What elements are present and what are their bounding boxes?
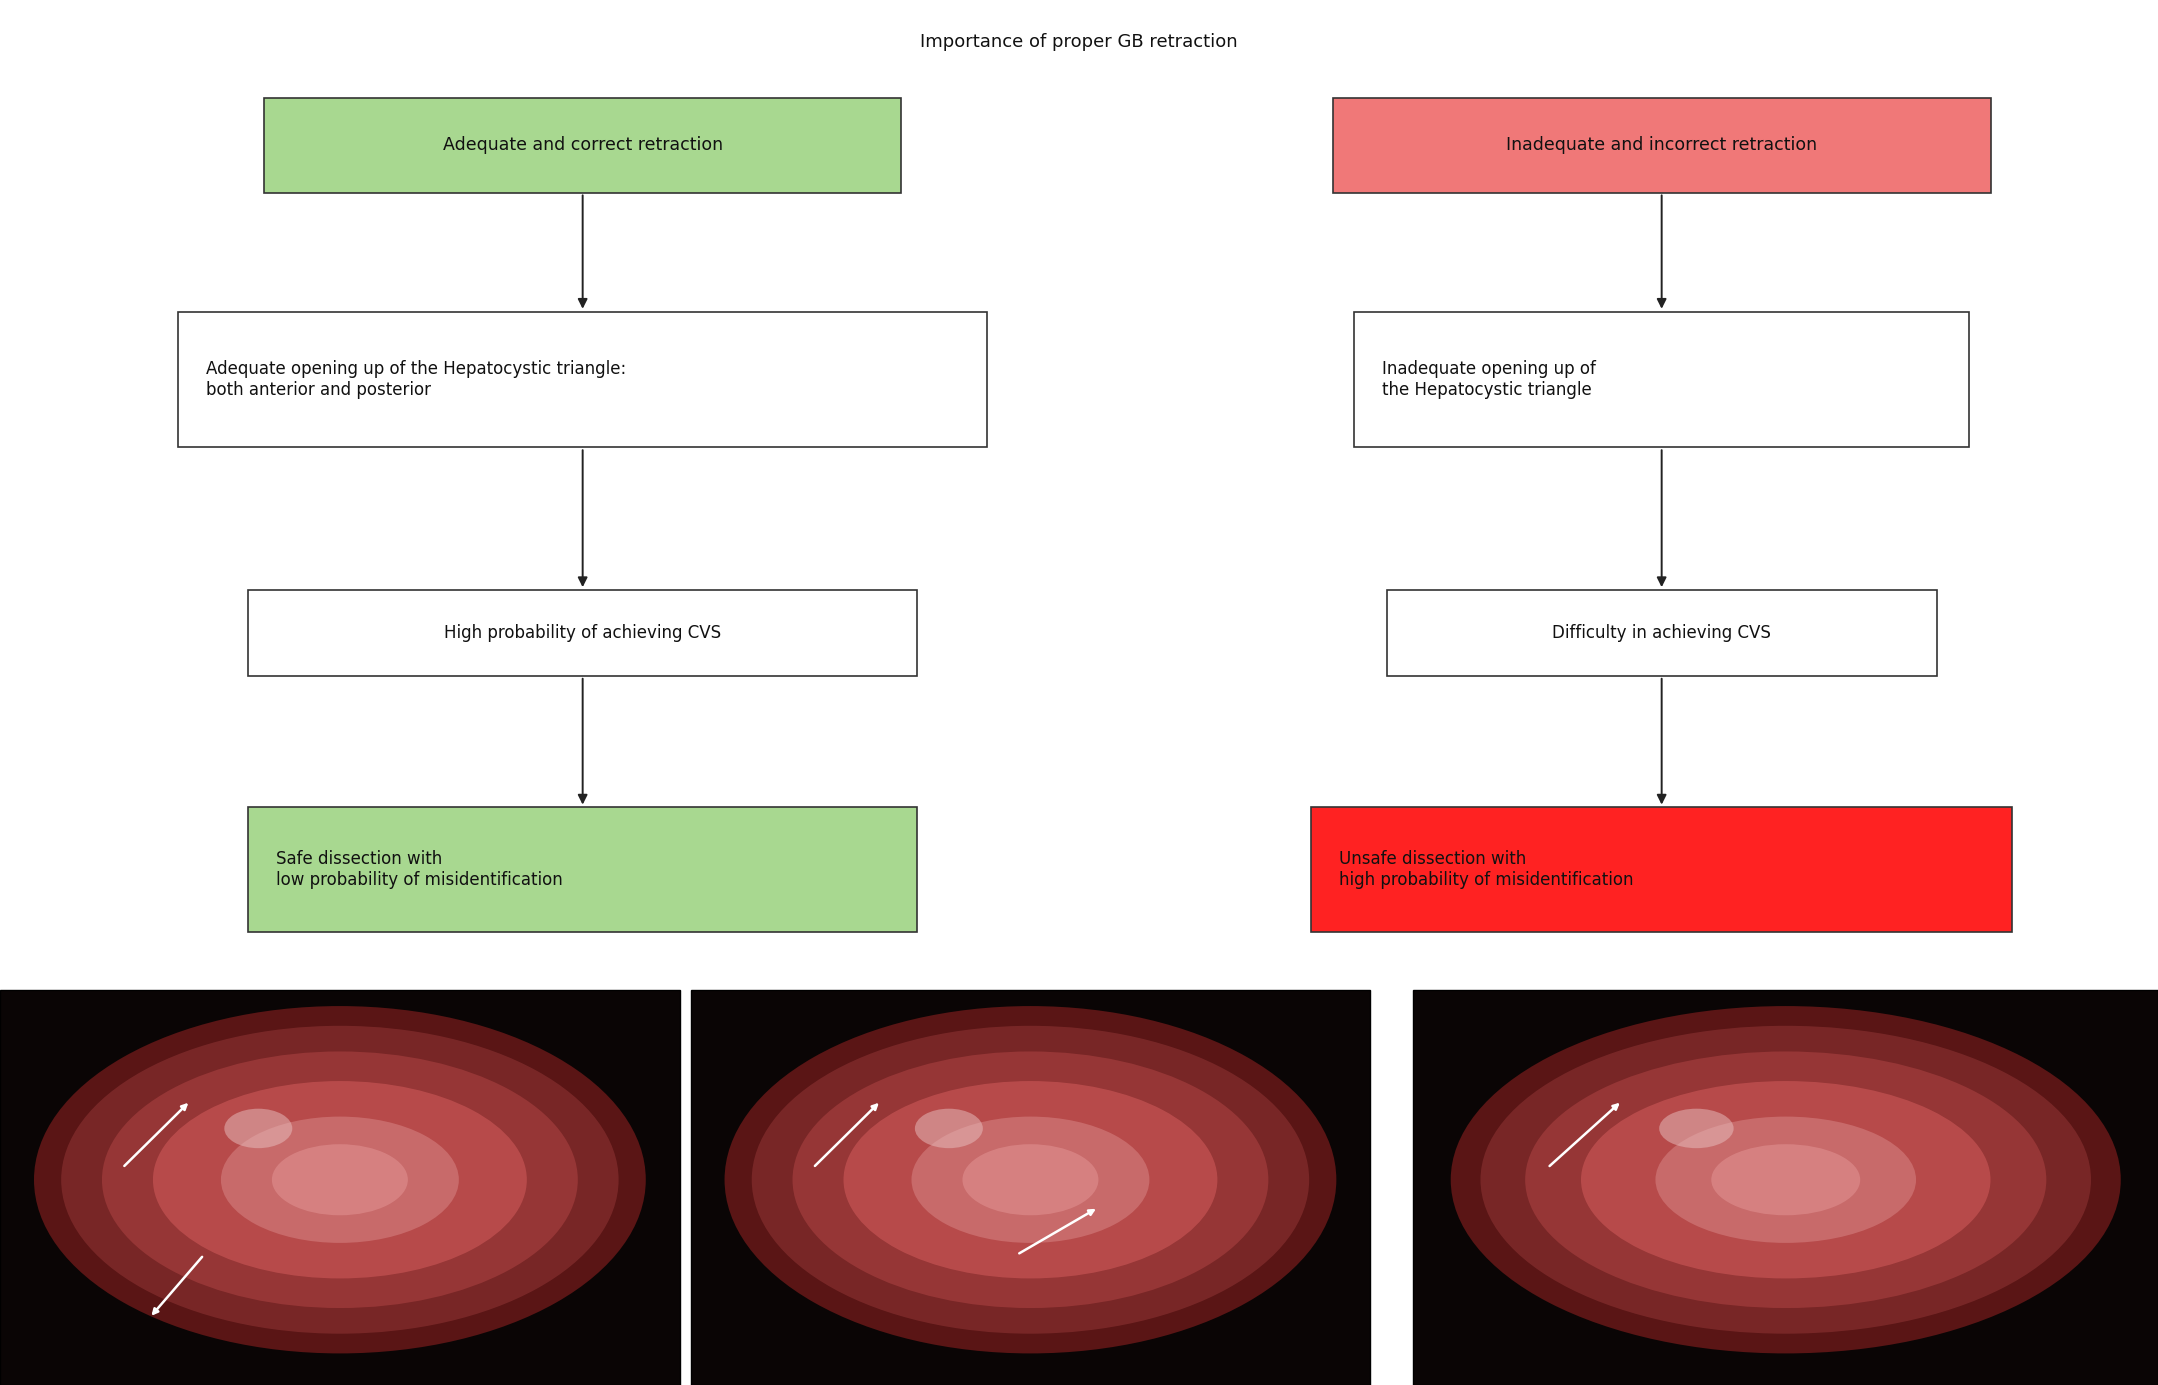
Text: Adequate opening up of the Hepatocystic triangle:
both anterior and posterior: Adequate opening up of the Hepatocystic … [207,360,626,399]
Bar [1388,590,1938,676]
Text: Importance of proper GB retraction: Importance of proper GB retraction [919,33,1239,50]
Ellipse shape [60,1026,619,1334]
Ellipse shape [101,1051,578,1307]
Text: Adequate and correct retraction: Adequate and correct retraction [442,137,723,154]
Text: Inadequate and incorrect retraction: Inadequate and incorrect retraction [1506,137,1817,154]
Ellipse shape [35,1006,645,1353]
Ellipse shape [1582,1082,1990,1278]
Ellipse shape [220,1116,460,1242]
Ellipse shape [915,1108,982,1148]
Text: Inadequate opening up of
the Hepatocystic triangle: Inadequate opening up of the Hepatocysti… [1383,360,1597,399]
Bar [248,807,917,932]
Ellipse shape [962,1144,1098,1215]
Ellipse shape [1660,1108,1733,1148]
Bar [0,990,680,1385]
Ellipse shape [1655,1116,1916,1242]
Ellipse shape [911,1116,1150,1242]
Ellipse shape [1526,1051,2046,1307]
Bar [1312,807,2013,932]
Bar [1355,312,1970,447]
Bar [691,990,1370,1385]
Bar [179,312,988,447]
Bar [248,590,917,676]
Ellipse shape [1450,1006,2121,1353]
Ellipse shape [792,1051,1269,1307]
Ellipse shape [751,1026,1310,1334]
Ellipse shape [224,1108,291,1148]
Text: High probability of achieving CVS: High probability of achieving CVS [445,625,721,641]
Text: Safe dissection with
low probability of misidentification: Safe dissection with low probability of … [276,850,563,889]
Ellipse shape [1711,1144,1860,1215]
Bar [1413,990,2158,1385]
Ellipse shape [272,1144,408,1215]
Ellipse shape [1480,1026,2091,1334]
Bar [1334,98,1992,193]
Ellipse shape [844,1082,1217,1278]
Ellipse shape [153,1082,527,1278]
Text: Difficulty in achieving CVS: Difficulty in achieving CVS [1552,625,1772,641]
Ellipse shape [725,1006,1336,1353]
Text: Unsafe dissection with
high probability of misidentification: Unsafe dissection with high probability … [1340,850,1634,889]
Bar [265,98,902,193]
